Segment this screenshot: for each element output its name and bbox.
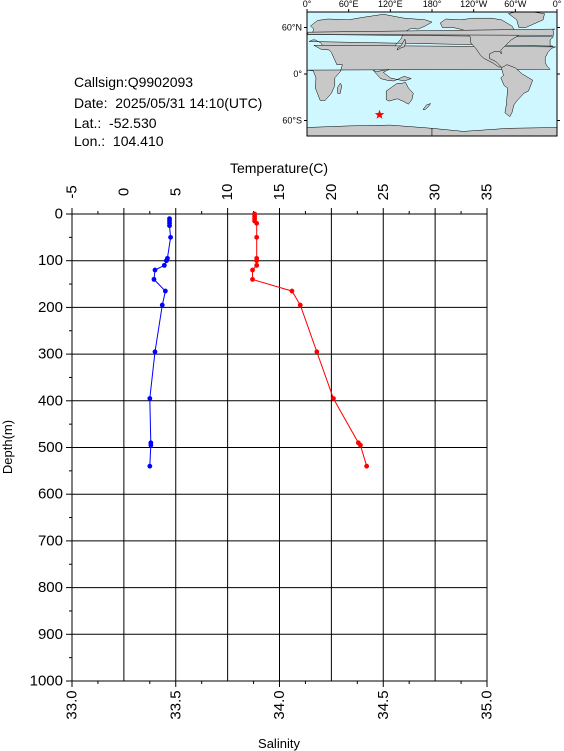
salinity-tick-label: 34.0 (271, 690, 288, 719)
salinity-tick-label: 34.5 (375, 690, 392, 719)
station-marker (374, 109, 385, 119)
land-africa (306, 45, 556, 101)
temperature-data-point (147, 396, 153, 401)
salinity-tick-label: 33.0 (64, 690, 81, 719)
map-labels: 0° 60°E 120°E 180° 120°W 60°W 0° 60°N 0° 60°S (282, 0, 562, 126)
lat-label: Lat.: (74, 115, 102, 131)
salinity-data-point (254, 258, 260, 264)
temperature-data-point (164, 258, 169, 264)
map-lon-label: 120°W (460, 0, 488, 9)
land-samerica (500, 64, 534, 117)
temperature-tick-label: 5 (167, 188, 184, 196)
map-ticks (304, 9, 560, 121)
land-madagascar (337, 82, 342, 94)
depth-tick-label: 1000 (30, 673, 63, 690)
plot-frame (71, 213, 488, 682)
salinity-data-point (364, 463, 370, 469)
depth-tick-label: 0 (55, 206, 63, 223)
land-japan (397, 38, 406, 51)
temperature-tick-label: 25 (375, 184, 392, 201)
temperature-data-point (151, 276, 157, 282)
lon-label: Lon.: (74, 133, 106, 149)
y-axis-label: Depth(m) (0, 420, 15, 474)
map-lon-label: 180° (423, 0, 442, 9)
lat-line: Lat.: -52.530 (74, 115, 157, 131)
salinity-data-point (314, 349, 320, 355)
land-nz (422, 103, 432, 110)
salinity-data-point (289, 288, 295, 294)
lon-value: 104.410 (112, 133, 164, 149)
depth-tick-label: 600 (38, 486, 63, 503)
depth-tick-label: 700 (38, 532, 63, 549)
temperature-tick-label: 10 (219, 184, 236, 201)
salinity-data-point (254, 262, 260, 268)
salinity-data-point (331, 396, 336, 401)
salinity-data-point (250, 276, 255, 282)
depth-tick-label: 200 (38, 299, 63, 316)
map-lon-label: 0° (553, 0, 562, 9)
temperature-data-point (167, 223, 172, 229)
date-value: 2025/05/31 14:10(UTC) (115, 95, 263, 111)
map-lat-label: 60°N (282, 23, 302, 33)
temperature-profile-line (149, 218, 172, 467)
salinity-tick-label: 33.5 (167, 690, 184, 719)
date-line: Date: 2025/05/31 14:10(UTC) (74, 95, 262, 111)
temperature-tick-label: -5 (64, 185, 81, 198)
salinity-data-point (254, 234, 260, 240)
grid-lines (72, 214, 487, 681)
temperature-data-point (168, 234, 173, 240)
callsign-value: Q9902093 (127, 74, 194, 90)
depth-tick-label: 900 (38, 626, 63, 643)
salinity-data-point (297, 302, 303, 308)
depth-tick-label: 400 (38, 392, 63, 409)
top-axis-label: Temperature(C) (230, 160, 328, 176)
temperature-tick-label: 20 (323, 184, 340, 201)
salinity-tick-label: 35.0 (479, 690, 496, 719)
callsign-line: Callsign:Q9902093 (74, 74, 193, 90)
map-lon-label: 0° (303, 0, 312, 9)
salinity-data-point (358, 442, 363, 448)
land-australia (385, 82, 414, 105)
salinity-profile-line (252, 214, 368, 467)
lat-value: -52.530 (109, 115, 157, 131)
land-indonesia (372, 69, 412, 82)
series-layer (147, 211, 370, 469)
temperature-data-point (147, 463, 153, 469)
date-label: Date: (74, 95, 108, 111)
temperature-tick-label: 15 (271, 184, 288, 201)
map-lon-label: 120°E (378, 0, 403, 9)
temperature-data-point (162, 288, 168, 294)
temperature-tick-label: 0 (115, 188, 132, 196)
depth-tick-label: 300 (38, 346, 63, 363)
bottom-axis-label: Salinity (258, 736, 300, 751)
salinity-data-point (250, 267, 255, 273)
land-antarctica (306, 124, 433, 137)
salinity-data-point (254, 220, 260, 226)
temperature-data-point (161, 262, 167, 268)
temperature-data-point (152, 267, 158, 273)
land-uk (306, 28, 555, 36)
map-lat-label: 60°S (282, 116, 302, 126)
map-lon-label: 60°E (339, 0, 359, 9)
map-land (306, 11, 558, 137)
location-map: 0° 60°E 120°E 180° 120°W 60°W 0° 60°N 0° 60°S (282, 0, 562, 137)
depth-tick-label: 500 (38, 439, 63, 456)
temperature-data-point (152, 349, 158, 355)
temperature-tick-label: 30 (427, 184, 444, 201)
depth-tick-label: 800 (38, 579, 63, 596)
temperature-data-point (148, 442, 154, 448)
map-lon-label: 60°W (504, 0, 527, 9)
temperature-data-point (159, 302, 165, 308)
temperature-tick-label: 35 (479, 184, 496, 201)
lon-line: Lon.: 104.410 (74, 133, 164, 149)
map-lat-label: 0° (293, 69, 302, 79)
depth-tick-label: 100 (38, 252, 63, 269)
callsign-label: Callsign: (74, 74, 128, 90)
